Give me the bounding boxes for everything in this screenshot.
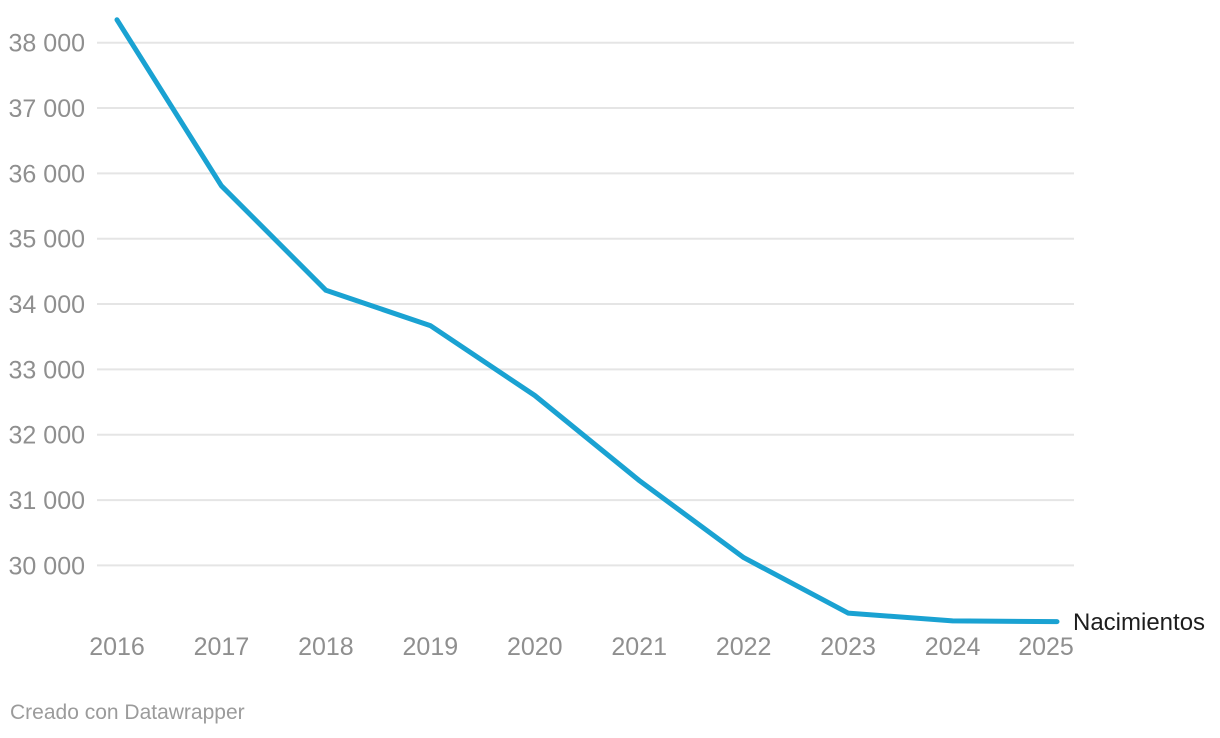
x-tick-label: 2018: [298, 633, 354, 661]
y-tick-label: 33 000: [9, 356, 85, 384]
y-tick-label: 30 000: [9, 552, 85, 580]
x-tick-label: 2016: [89, 633, 145, 661]
gridlines: [97, 41, 1074, 567]
x-tick-label: 2022: [716, 633, 772, 661]
x-tick-label: 2019: [403, 633, 459, 661]
y-tick-label: 37 000: [9, 95, 85, 123]
x-tick-label: 2024: [925, 633, 981, 661]
x-axis-labels: 2016 2017 2018 2019 2020 2021 2022 2023 2024 2025: [89, 633, 1074, 661]
y-tick-label: 34 000: [9, 291, 85, 319]
x-tick-label: 2021: [611, 633, 667, 661]
datawrapper-credit: Creado con Datawrapper: [10, 701, 245, 724]
x-tick-label: 2023: [820, 633, 876, 661]
y-tick-label: 32 000: [9, 422, 85, 450]
y-tick-label: 31 000: [9, 487, 85, 515]
y-axis-labels: 38 000 37 000 36 000 35 000 34 000 33 000 32 0…: [9, 30, 85, 581]
x-tick-label: 2020: [507, 633, 563, 661]
y-tick-label: 35 000: [9, 226, 85, 254]
series-line-nacimientos: [114, 17, 1060, 625]
y-tick-label: 36 000: [9, 160, 85, 188]
x-tick-label: 2025: [1018, 633, 1074, 661]
x-tick-label: 2017: [194, 633, 250, 661]
series-label: Nacimientos: [1073, 609, 1205, 636]
y-tick-label: 38 000: [9, 30, 85, 58]
